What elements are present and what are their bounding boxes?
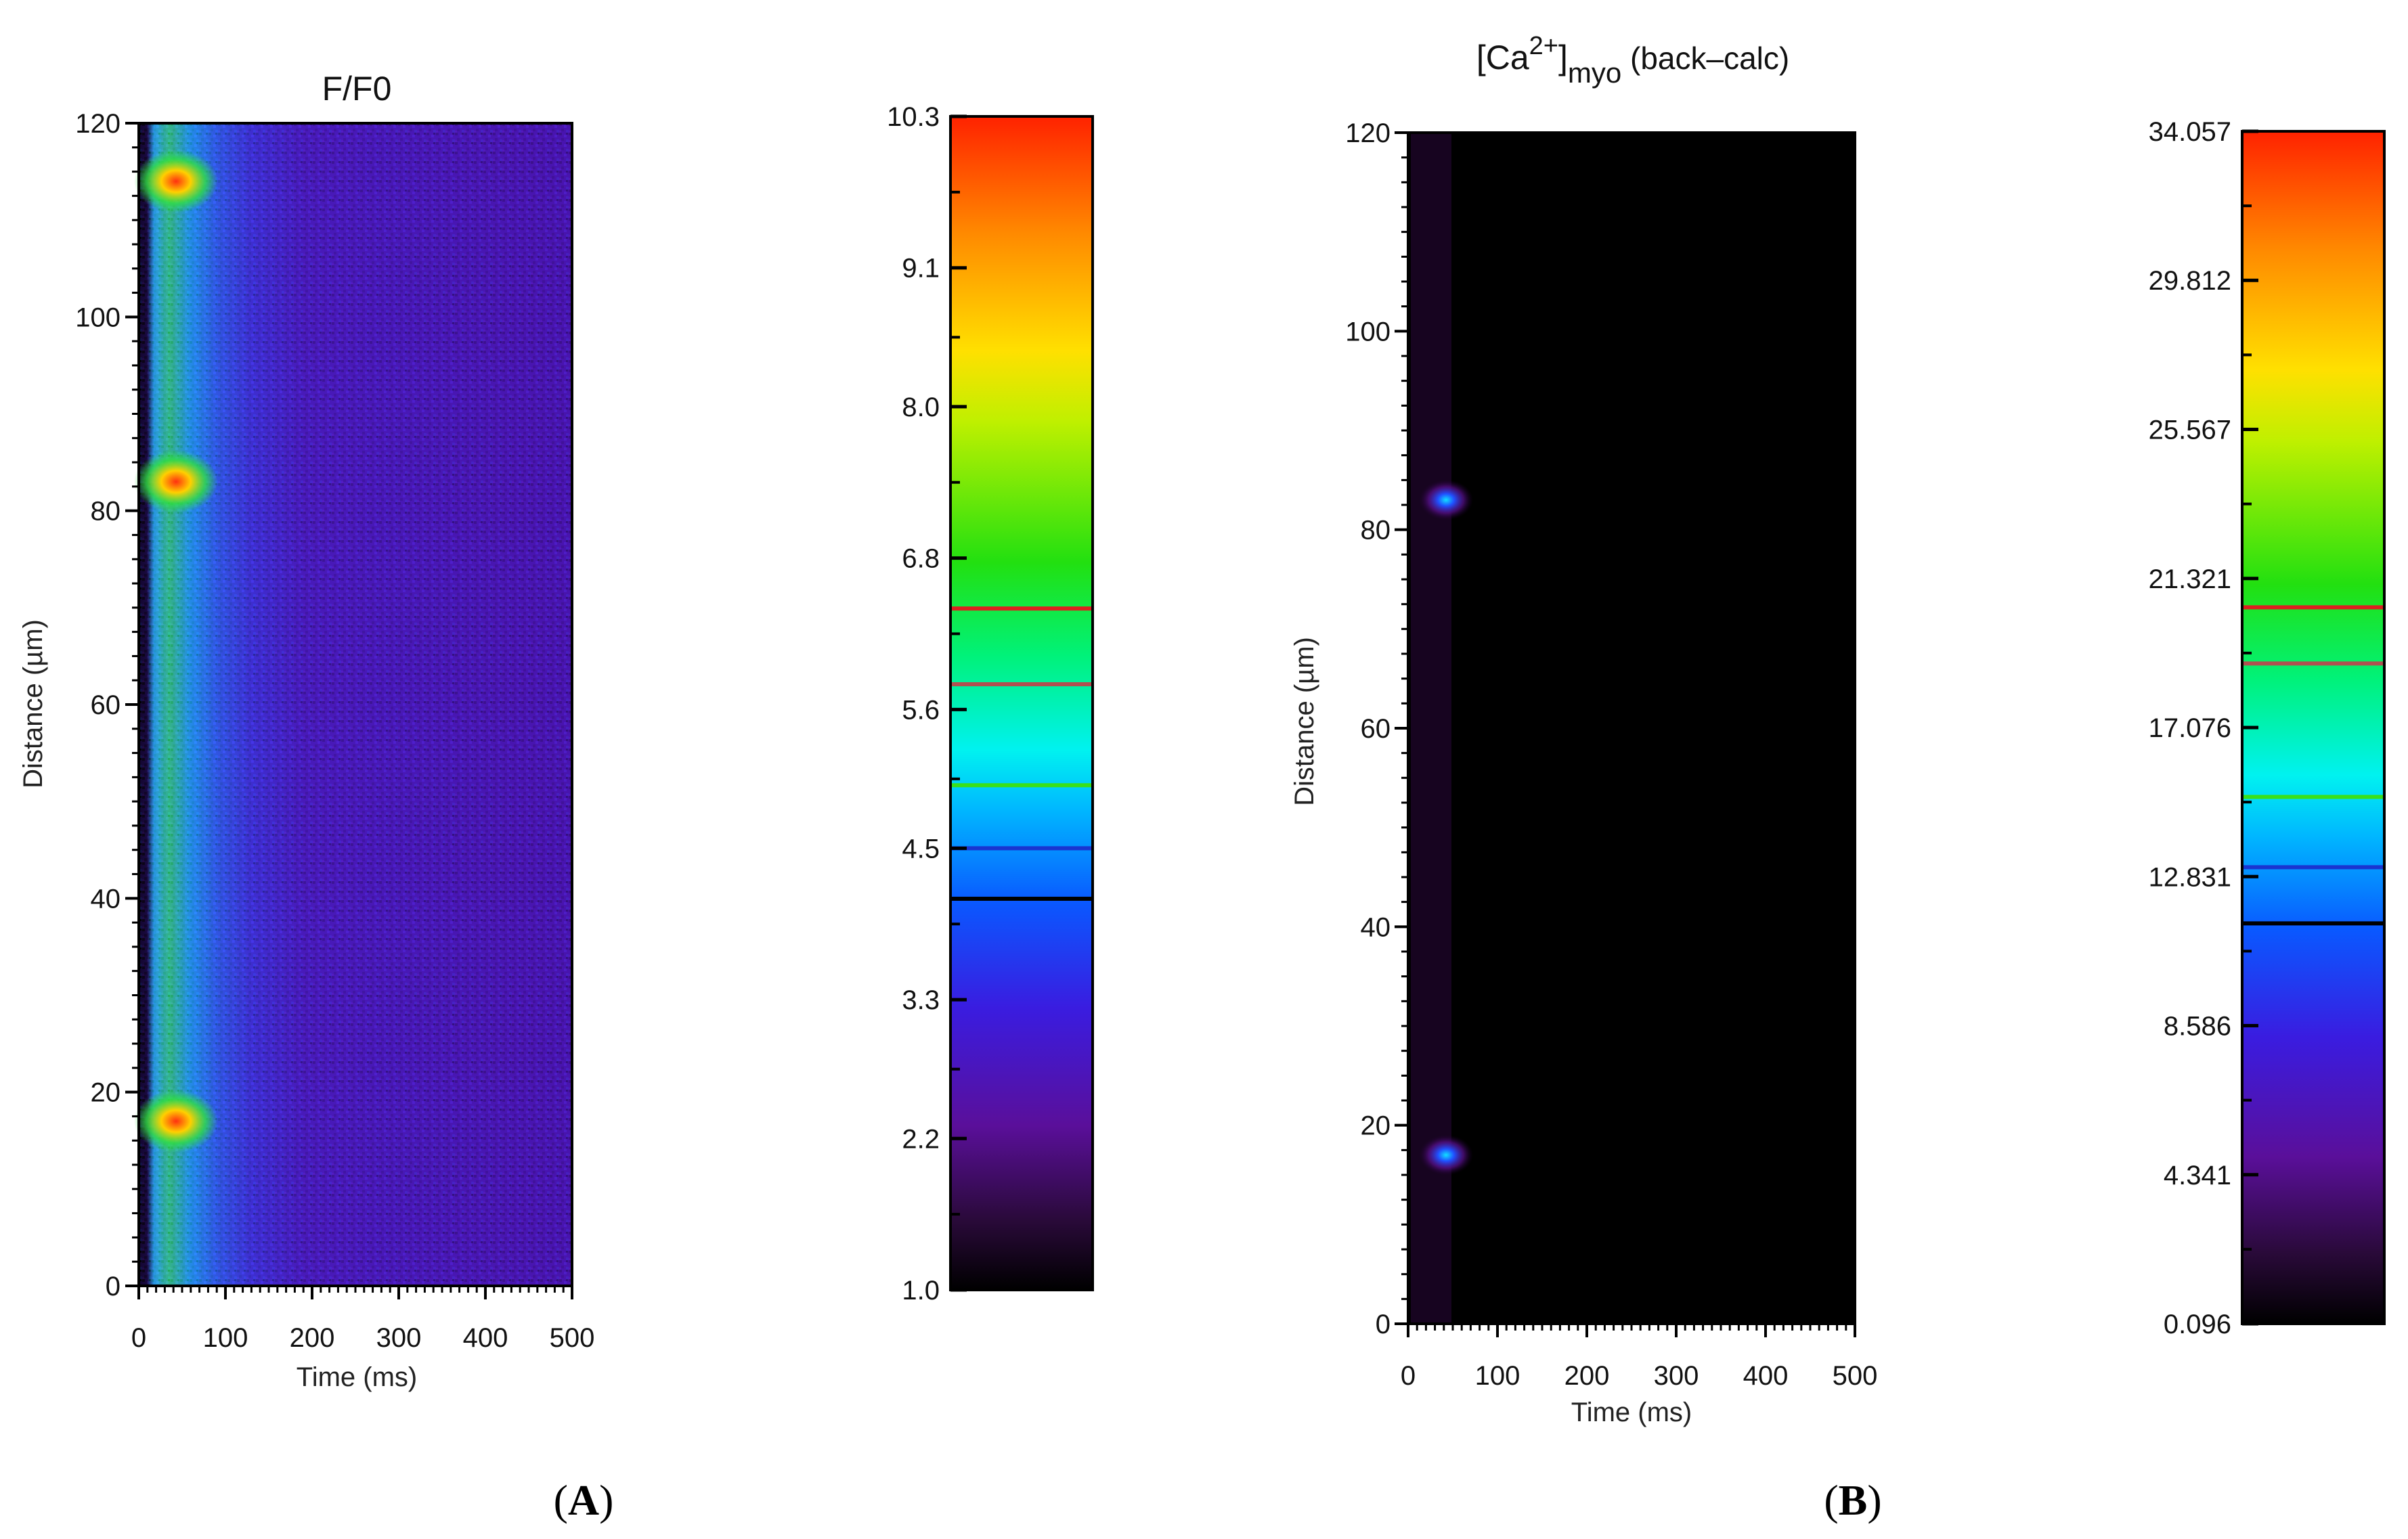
panel-label-b: (B) [1824,1476,1881,1524]
colorbar-tick-label-a: 8.0 [902,393,940,422]
heatmap-a [134,122,573,1287]
y-tick-label-a: 80 [91,497,121,527]
colorbar-tick-label-a: 1.0 [902,1276,940,1306]
y-tick-label-a: 20 [91,1078,121,1108]
panel-b-title-sub: myo [1568,57,1621,89]
heatmap-a-hotspots [134,150,218,1153]
panel-a: F/F0 0 20 40 60 80 100 120 0 100 200 300 400 500 Dis… [18,70,1094,1392]
colorbar-tick-label-b: 0.096 [2164,1310,2231,1339]
colorbar-tick-label-b: 25.567 [2149,415,2231,445]
y-tick-label-a: 120 [75,109,121,139]
panel-a-xlabel: Time (ms) [297,1362,417,1392]
x-tick-label-b: 500 [1833,1361,1878,1391]
colorbar-tick-label-a: 5.6 [902,695,940,725]
colorbar-tick-label-b: 29.812 [2149,266,2231,296]
y-tick-label-b: 100 [1345,317,1391,347]
x-tick-label-b: 300 [1654,1361,1699,1391]
panel-b-title: [Ca2+]myo (back–calc) [1476,32,1789,89]
colorbar-tick-label-b: 12.831 [2149,862,2231,892]
hotspot-b [1419,1134,1473,1176]
y-tick-label-b: 40 [1361,912,1391,942]
colorbar-a: 1.0 2.2 3.3 4.5 5.6 6.8 8.0 9.1 10.3 [887,102,1094,1306]
colorbar-tick-label-b: 17.076 [2149,713,2231,743]
heatmap-b [1407,131,1856,1325]
colorbar-a-threshold-lines [950,606,1093,901]
colorbar-tick-label-a: 4.5 [902,834,940,864]
colorbar-tick-label-b: 4.341 [2164,1161,2231,1190]
hotspot-a [134,150,218,213]
colorbar-b-threshold-lines [2242,605,2384,926]
axes-a: 0 20 40 60 80 100 120 0 100 200 300 400 500 [75,109,594,1353]
panel-label-a-open: ( [554,1476,568,1524]
colorbar-tick-label-b: 8.586 [2164,1012,2231,1042]
x-tick-label-a: 300 [376,1323,422,1353]
panel-b: [Ca2+]myo (back–calc) 0 20 40 60 80 100 120 0 10… [1290,32,2386,1427]
x-tick-label-a: 100 [203,1323,248,1353]
panel-b-xlabel: Time (ms) [1571,1398,1692,1427]
y-tick-label-a: 0 [106,1272,121,1301]
x-tick-label-b: 200 [1564,1361,1610,1391]
panel-a-title: F/F0 [322,70,392,108]
colorbar-a-frame [949,115,1094,1291]
panel-b-title-suffix: (back–calc) [1621,41,1789,76]
panel-a-ylabel: Distance (µm) [18,619,48,788]
colorbar-a-ticks: 1.0 2.2 3.3 4.5 5.6 6.8 8.0 9.1 10.3 [887,102,967,1306]
colorbar-b-ticks: 0.096 4.341 8.586 12.831 17.076 21.321 25.567 2… [2149,117,2258,1339]
y-tick-label-b: 80 [1361,516,1391,545]
colorbar-tick-label-a: 9.1 [902,254,940,284]
heatmap-b-background [1408,133,1855,1324]
x-tick-label-b: 400 [1743,1361,1789,1391]
x-tick-label-a: 0 [131,1323,146,1353]
panel-label-b-letter: B [1839,1476,1868,1524]
axes-b: 0 20 40 60 80 100 120 0 100 200 300 400 500 [1345,118,1877,1391]
hotspot-b [1419,479,1473,520]
y-tick-label-b: 120 [1345,118,1391,148]
y-tick-label-a: 40 [91,884,121,914]
y-tick-label-a: 100 [75,303,121,332]
panel-label-b-close: ) [1867,1476,1881,1524]
colorbar-tick-label-a: 3.3 [902,985,940,1015]
panel-b-ylabel: Distance (µm) [1290,637,1319,806]
colorbar-tick-label-a: 2.2 [902,1124,940,1154]
heatmap-a-band [139,123,572,1286]
x-tick-label-a: 500 [550,1323,595,1353]
colorbar-tick-label-b: 34.057 [2149,117,2231,147]
heatmap-b-hotspots [1419,479,1473,1176]
colorbar-tick-label-a: 6.8 [902,544,940,574]
hotspot-a [134,1090,218,1153]
hotspot-a [134,450,218,514]
panel-b-title-sup: 2+ [1529,32,1558,60]
colorbar-a-gradient [950,116,1093,1290]
colorbar-tick-label-b: 21.321 [2149,564,2231,594]
y-tick-label-b: 0 [1376,1310,1391,1339]
x-tick-label-b: 0 [1401,1361,1416,1391]
colorbar-b-gradient [2242,131,2384,1324]
y-tick-label-a: 60 [91,690,121,720]
panel-label-b-open: ( [1824,1476,1838,1524]
y-tick-label-b: 20 [1361,1111,1391,1141]
colorbar-tick-label-a: 10.3 [887,102,940,132]
panel-b-title-bracket: ] [1558,39,1568,76]
x-tick-label-a: 400 [463,1323,508,1353]
x-tick-label-a: 200 [290,1323,335,1353]
colorbar-b-frame [2241,130,2386,1325]
heatmap-b-early-band [1411,133,1451,1324]
panel-label-a: (A) [554,1476,614,1524]
y-tick-label-b: 60 [1361,714,1391,744]
colorbar-b: 0.096 4.341 8.586 12.831 17.076 21.321 25.567 2… [2149,117,2386,1339]
panel-label-a-letter: A [568,1476,599,1524]
x-tick-label-b: 100 [1475,1361,1520,1391]
panel-b-title-prefix: [Ca [1476,39,1529,76]
panel-label-a-close: ) [599,1476,613,1524]
